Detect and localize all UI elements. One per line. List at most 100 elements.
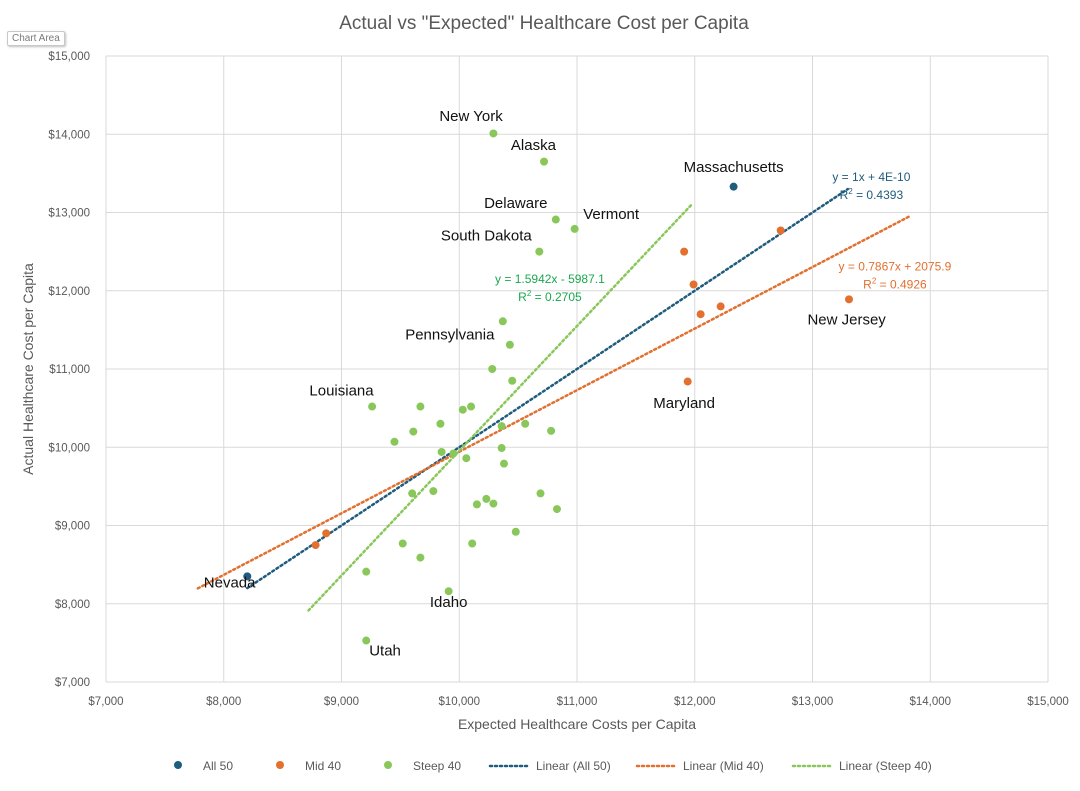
- trendline-r-squared: R2 = 0.2705: [518, 289, 582, 304]
- data-point: [729, 182, 738, 191]
- data-point: [449, 449, 458, 458]
- data-point: [488, 365, 497, 373]
- y-tick-label: $8,000: [55, 599, 90, 611]
- chart-title: Actual vs "Expected" Healthcare Cost per…: [339, 13, 749, 34]
- data-point: [322, 529, 331, 538]
- x-axis-title: Expected Healthcare Costs per Capita: [458, 716, 696, 732]
- legend-marker: [384, 761, 392, 769]
- legend-label: Steep 40: [413, 759, 461, 773]
- x-tick-label: $14,000: [909, 696, 951, 708]
- y-tick-label: $13,000: [48, 208, 90, 220]
- legend-label: Linear (All 50): [536, 759, 611, 773]
- data-point: [467, 402, 476, 411]
- trendline-r-squared: R2 = 0.4393: [840, 187, 904, 202]
- data-point: [716, 302, 725, 311]
- chart-area-tooltip: Chart Area: [7, 31, 65, 46]
- point-annotation: Pennsylvania: [405, 326, 495, 343]
- data-point: [489, 129, 498, 138]
- data-point: [416, 402, 425, 411]
- point-annotation: New Jersey: [807, 311, 886, 328]
- data-point: [536, 489, 545, 498]
- x-tick-label: $12,000: [674, 696, 716, 708]
- y-tick-label: $10,000: [48, 442, 90, 454]
- data-point: [499, 459, 508, 468]
- y-tick-label: $12,000: [48, 286, 90, 298]
- point-annotation: Idaho: [430, 594, 468, 611]
- data-point: [362, 567, 371, 576]
- data-point: [508, 376, 517, 385]
- x-tick-label: $8,000: [206, 696, 241, 708]
- x-tick-label: $13,000: [792, 696, 834, 708]
- y-tick-label: $9,000: [55, 521, 90, 533]
- data-point: [408, 489, 417, 498]
- data-point: [551, 215, 560, 224]
- data-point: [680, 247, 689, 256]
- trendline: [246, 187, 850, 590]
- data-point: [362, 636, 371, 645]
- data-point: [552, 505, 561, 514]
- x-tick-label: $11,000: [557, 696, 598, 708]
- point-annotation: Delaware: [484, 195, 547, 212]
- trendline-equation: y = 1x + 4E-10: [832, 170, 910, 184]
- trendline-equation: y = 0.7867x + 2075.9: [839, 259, 952, 273]
- data-point: [462, 454, 471, 463]
- data-point: [458, 405, 467, 414]
- x-tick-label: $9,000: [324, 696, 359, 708]
- y-axis-title: Actual Healthcare Cost per Capita: [20, 263, 36, 475]
- point-annotation: Nevada: [204, 574, 256, 591]
- legend-label: Linear (Steep 40): [839, 759, 932, 773]
- point-annotation: New York: [439, 108, 503, 125]
- trendline: [307, 203, 693, 612]
- y-tick-label: $14,000: [48, 129, 90, 141]
- data-point: [535, 247, 544, 256]
- data-point: [776, 226, 785, 235]
- y-tick-label: $11,000: [49, 364, 90, 376]
- point-annotation: Vermont: [583, 206, 640, 223]
- trendline: [196, 215, 911, 590]
- data-point: [570, 224, 579, 233]
- legend-marker: [174, 761, 182, 769]
- data-point: [398, 539, 407, 548]
- data-point: [511, 527, 520, 536]
- data-point: [243, 572, 252, 581]
- point-annotation: Massachusetts: [684, 159, 784, 176]
- data-point: [497, 422, 506, 431]
- data-point: [436, 419, 445, 428]
- data-point: [409, 427, 418, 436]
- legend-label: Mid 40: [305, 759, 341, 773]
- data-point: [540, 157, 549, 166]
- point-annotation: South Dakota: [441, 228, 533, 245]
- data-point: [444, 587, 453, 596]
- point-annotation: Alaska: [511, 137, 557, 154]
- trendline-equation: y = 1.5942x - 5987.1: [495, 272, 605, 286]
- data-point: [390, 437, 399, 446]
- point-annotation: Louisiana: [309, 383, 374, 400]
- point-annotation: Maryland: [653, 395, 715, 412]
- data-point: [311, 541, 320, 550]
- trendline-r-squared: R2 = 0.4926: [863, 276, 927, 291]
- data-point: [429, 487, 438, 496]
- data-point: [497, 444, 506, 453]
- legend-label: Linear (Mid 40): [683, 759, 764, 773]
- data-point: [845, 295, 854, 304]
- point-annotation: Utah: [369, 642, 401, 659]
- data-point: [696, 310, 705, 319]
- data-point: [368, 402, 377, 411]
- data-point: [489, 499, 498, 508]
- data-point: [482, 494, 491, 503]
- y-tick-label: $7,000: [55, 677, 90, 689]
- data-point: [547, 426, 556, 435]
- data-point: [437, 447, 446, 456]
- data-point: [521, 419, 530, 428]
- data-point: [689, 280, 698, 289]
- x-tick-label: $7,000: [88, 696, 123, 708]
- data-point: [505, 340, 514, 349]
- legend-label: All 50: [203, 759, 233, 773]
- data-point: [498, 317, 507, 326]
- x-tick-label: $15,000: [1027, 696, 1069, 708]
- legend-marker: [276, 761, 284, 769]
- data-point: [683, 377, 692, 386]
- y-tick-label: $15,000: [48, 51, 90, 63]
